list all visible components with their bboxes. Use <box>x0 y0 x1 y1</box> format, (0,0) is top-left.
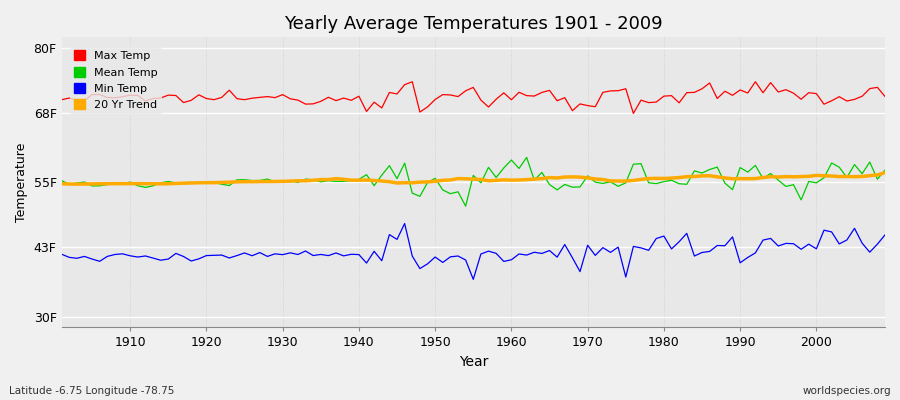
Text: worldspecies.org: worldspecies.org <box>803 386 891 396</box>
X-axis label: Year: Year <box>459 355 488 369</box>
Title: Yearly Average Temperatures 1901 - 2009: Yearly Average Temperatures 1901 - 2009 <box>284 15 662 33</box>
Legend: Max Temp, Mean Temp, Min Temp, 20 Yr Trend: Max Temp, Mean Temp, Min Temp, 20 Yr Tre… <box>70 46 162 115</box>
Text: Latitude -6.75 Longitude -78.75: Latitude -6.75 Longitude -78.75 <box>9 386 175 396</box>
Y-axis label: Temperature: Temperature <box>15 143 28 222</box>
